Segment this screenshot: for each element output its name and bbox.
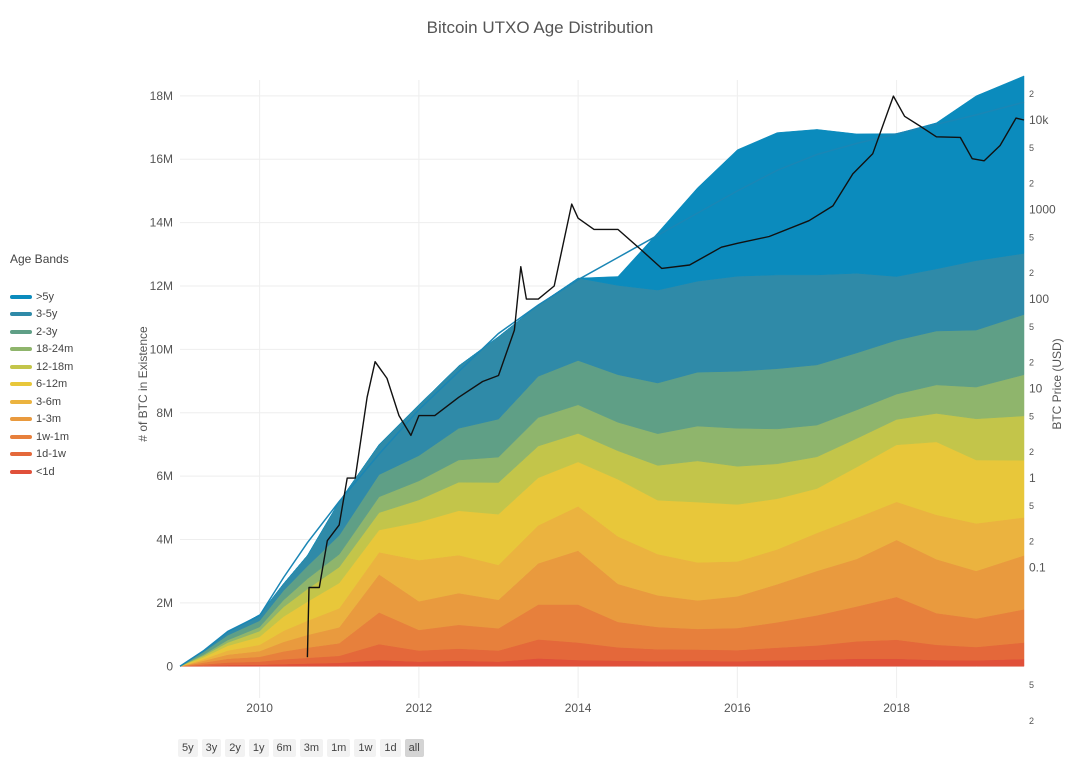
y2-tick-label: 100 bbox=[1029, 292, 1049, 306]
y2-tick-label: 5 bbox=[1029, 143, 1034, 153]
legend-item[interactable]: 6-12m bbox=[10, 376, 73, 394]
legend-label: 3-5y bbox=[36, 308, 58, 321]
range-button-3y[interactable]: 3y bbox=[201, 739, 222, 757]
legend-swatch bbox=[10, 417, 32, 422]
range-selector: 5y 3y 2y 1y 6m 3m 1m 1w 1d all bbox=[178, 739, 424, 757]
range-button-2y[interactable]: 2y bbox=[225, 739, 245, 757]
legend-label: 1-3m bbox=[36, 413, 62, 426]
legend-swatch bbox=[10, 312, 32, 317]
legend-swatch bbox=[10, 434, 32, 439]
chart-title: Bitcoin UTXO Age Distribution bbox=[426, 18, 654, 37]
area-band-5y bbox=[179, 75, 1025, 667]
legend-item[interactable]: 18-24m bbox=[10, 341, 73, 359]
legend-item[interactable]: 1w-1m bbox=[10, 428, 73, 446]
x-tick-label: 2016 bbox=[724, 701, 751, 715]
legend-label: 18-24m bbox=[36, 343, 74, 356]
axes: 0 2M 4M 6M 8M 10M 12M 14M 16M 18M 2010 2012 2014 2016… bbox=[150, 89, 1056, 726]
legend-swatch bbox=[10, 469, 32, 474]
legend-swatch bbox=[10, 382, 32, 387]
range-button-all[interactable]: all bbox=[404, 739, 424, 757]
y2-tick-label: 5 bbox=[1029, 233, 1034, 243]
range-button-1d[interactable]: 1d bbox=[380, 739, 401, 757]
range-button-3m[interactable]: 3m bbox=[299, 739, 324, 757]
range-button-6m[interactable]: 6m bbox=[272, 739, 296, 757]
y-tick-label: 0 bbox=[166, 659, 173, 673]
y-tick-label: 10M bbox=[150, 342, 173, 356]
y2-tick-label: 2 bbox=[1029, 268, 1034, 278]
legend-item[interactable]: 3-6m bbox=[10, 393, 73, 411]
y2-tick-label: 1000 bbox=[1029, 203, 1056, 217]
total-supply-line bbox=[179, 101, 1025, 667]
y2-tick-label: 2 bbox=[1029, 358, 1034, 368]
legend-items: >5y 3-5y 2-3y 18-24m 12-18m 6-12m 3-6m 1-3m 1w-1… bbox=[10, 288, 73, 481]
y-tick-label: 2M bbox=[156, 596, 173, 610]
legend-label: 12-18m bbox=[36, 360, 74, 373]
legend-swatch bbox=[10, 347, 32, 352]
legend-label: 2-3y bbox=[36, 325, 58, 338]
legend-item[interactable]: 3-5y bbox=[10, 306, 73, 324]
x-tick-label: 2010 bbox=[246, 701, 273, 715]
range-button-1m[interactable]: 1m bbox=[327, 739, 351, 757]
y-tick-label: 14M bbox=[150, 216, 173, 230]
range-button-1w[interactable]: 1w bbox=[354, 739, 377, 757]
range-button-1y[interactable]: 1y bbox=[248, 739, 269, 757]
y2-tick-label: 10k bbox=[1029, 113, 1049, 127]
x-tick-label: 2018 bbox=[883, 701, 910, 715]
y2-tick-label: 1 bbox=[1029, 471, 1036, 485]
y2-tick-label: 5 bbox=[1029, 322, 1034, 332]
legend-label: 1d-1w bbox=[36, 448, 66, 461]
y2-tick-label: 2 bbox=[1029, 537, 1034, 547]
y-tick-label: 4M bbox=[156, 533, 173, 547]
y2-tick-label: 2 bbox=[1029, 89, 1034, 99]
legend-item[interactable]: 2-3y bbox=[10, 323, 73, 341]
y-tick-label: 16M bbox=[150, 152, 173, 166]
btc-price-line bbox=[306, 95, 1025, 658]
legend-swatch bbox=[10, 399, 32, 404]
y-tick-label: 8M bbox=[156, 406, 173, 420]
legend-item[interactable]: 1-3m bbox=[10, 411, 73, 429]
y2-tick-label: 5 bbox=[1029, 680, 1034, 690]
legend: Age Bands >5y 3-5y 2-3y 18-24m 12-18m 6-12m 3-… bbox=[10, 252, 73, 481]
legend-label: 3-6m bbox=[36, 395, 62, 408]
legend-swatch bbox=[10, 452, 32, 457]
x-tick-label: 2012 bbox=[406, 701, 433, 715]
legend-swatch bbox=[10, 294, 32, 299]
legend-swatch bbox=[10, 329, 32, 334]
range-button-5y[interactable]: 5y bbox=[178, 739, 198, 757]
legend-label: 6-12m bbox=[36, 378, 68, 391]
area-layer bbox=[179, 75, 1025, 667]
x-tick-label: 2014 bbox=[565, 701, 592, 715]
y2-axis-label: BTC Price (USD) bbox=[1050, 338, 1064, 429]
legend-label: >5y bbox=[36, 290, 55, 303]
y-tick-label: 18M bbox=[150, 89, 173, 103]
y-tick-label: 12M bbox=[150, 279, 173, 293]
legend-item[interactable]: >5y bbox=[10, 288, 73, 306]
y2-tick-label: 2 bbox=[1029, 447, 1034, 457]
y2-tick-label: 0.1 bbox=[1029, 561, 1046, 575]
y2-tick-label: 2 bbox=[1029, 179, 1034, 189]
legend-item[interactable]: <1d bbox=[10, 463, 73, 481]
legend-label: 1w-1m bbox=[36, 430, 70, 443]
y-tick-label: 6M bbox=[156, 469, 173, 483]
legend-label: <1d bbox=[36, 465, 55, 478]
y2-tick-label: 2 bbox=[1029, 716, 1034, 726]
y-axis-label: # of BTC in Existence bbox=[136, 326, 150, 442]
price-line-layer bbox=[306, 95, 1025, 658]
legend-item[interactable]: 1d-1w bbox=[10, 446, 73, 464]
legend-title: Age Bands bbox=[10, 252, 69, 266]
legend-swatch bbox=[10, 364, 32, 369]
y2-tick-label: 5 bbox=[1029, 412, 1034, 422]
y2-tick-label: 5 bbox=[1029, 501, 1034, 511]
legend-item[interactable]: 12-18m bbox=[10, 358, 73, 376]
y2-tick-label: 10 bbox=[1029, 382, 1043, 396]
